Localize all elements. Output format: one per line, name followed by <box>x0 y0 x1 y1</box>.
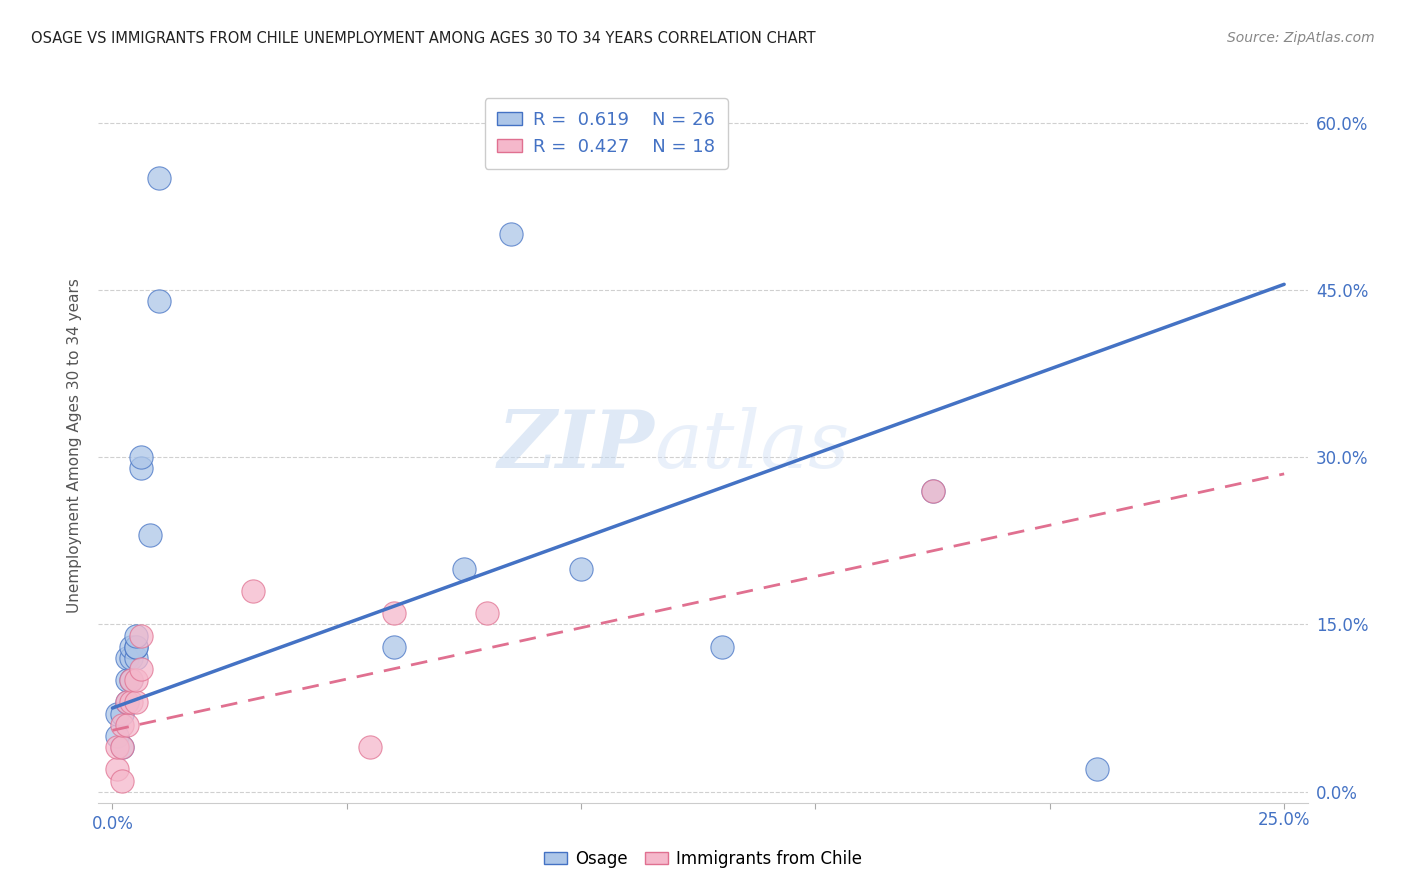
Point <box>139 528 162 542</box>
Point <box>242 583 264 598</box>
Point <box>477 607 499 621</box>
Point <box>129 628 152 642</box>
Point <box>125 673 148 687</box>
Text: atlas: atlas <box>655 408 851 484</box>
Point <box>125 640 148 654</box>
Point <box>125 651 148 665</box>
Legend: Osage, Immigrants from Chile: Osage, Immigrants from Chile <box>537 844 869 875</box>
Point <box>115 673 138 687</box>
Point <box>115 696 138 710</box>
Point <box>125 628 148 642</box>
Y-axis label: Unemployment Among Ages 30 to 34 years: Unemployment Among Ages 30 to 34 years <box>67 278 83 614</box>
Point <box>921 483 943 498</box>
Point <box>105 729 128 743</box>
Point <box>120 673 142 687</box>
Point <box>125 696 148 710</box>
Point <box>569 562 592 576</box>
Text: ZIP: ZIP <box>498 408 655 484</box>
Point <box>115 717 138 731</box>
Point <box>148 293 170 308</box>
Point <box>710 640 733 654</box>
Point <box>359 740 381 755</box>
Point <box>105 706 128 721</box>
Point <box>120 640 142 654</box>
Point <box>111 706 134 721</box>
Point <box>921 483 943 498</box>
Point <box>148 171 170 186</box>
Point <box>129 450 152 464</box>
Point <box>111 740 134 755</box>
Point <box>111 717 134 731</box>
Point <box>105 762 128 776</box>
Point <box>499 227 522 241</box>
Point <box>115 651 138 665</box>
Point <box>1085 762 1108 776</box>
Point <box>382 607 405 621</box>
Point <box>382 640 405 654</box>
Point <box>111 773 134 788</box>
Point <box>129 461 152 475</box>
Point <box>120 696 142 710</box>
Point <box>111 740 134 755</box>
Point <box>453 562 475 576</box>
Point <box>120 673 142 687</box>
Point <box>129 662 152 676</box>
Legend: R =  0.619    N = 26, R =  0.427    N = 18: R = 0.619 N = 26, R = 0.427 N = 18 <box>485 98 728 169</box>
Point <box>115 696 138 710</box>
Point <box>125 640 148 654</box>
Point <box>105 740 128 755</box>
Text: OSAGE VS IMMIGRANTS FROM CHILE UNEMPLOYMENT AMONG AGES 30 TO 34 YEARS CORRELATIO: OSAGE VS IMMIGRANTS FROM CHILE UNEMPLOYM… <box>31 31 815 46</box>
Text: Source: ZipAtlas.com: Source: ZipAtlas.com <box>1227 31 1375 45</box>
Point <box>120 651 142 665</box>
